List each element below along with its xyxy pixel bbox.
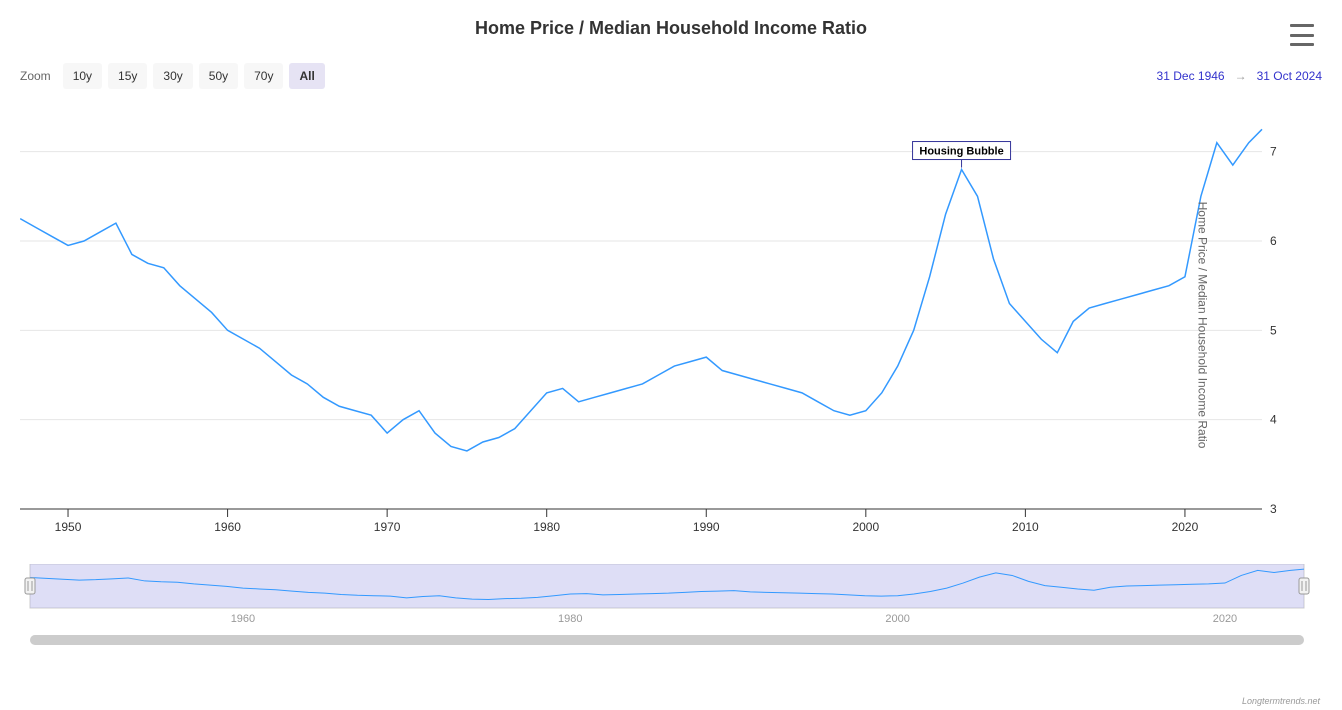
- menu-icon[interactable]: [1290, 24, 1314, 46]
- zoom-button-group: 10y15y30y 50y70yAll: [63, 63, 325, 89]
- svg-text:1980: 1980: [533, 520, 560, 534]
- svg-text:1980: 1980: [558, 613, 582, 625]
- date-from[interactable]: 31 Dec 1946: [1157, 69, 1225, 83]
- svg-text:7: 7: [1270, 145, 1277, 159]
- arrow-right-icon: →: [1235, 69, 1247, 83]
- scrollbar[interactable]: [20, 633, 1322, 652]
- toolbar: Zoom 10y15y30y 50y70yAll 31 Dec 1946 → 31…: [20, 63, 1322, 89]
- zoom-label: Zoom: [20, 69, 51, 83]
- credits-label[interactable]: Longtermtrends.net: [1242, 696, 1320, 706]
- zoom-button-10y[interactable]: 10y: [63, 63, 102, 89]
- svg-text:2010: 2010: [1012, 520, 1039, 534]
- svg-text:1970: 1970: [374, 520, 401, 534]
- chart-title: Home Price / Median Household Income Rat…: [20, 18, 1322, 39]
- svg-text:6: 6: [1270, 234, 1277, 248]
- navigator-handle-right[interactable]: [1299, 578, 1309, 594]
- navigator-area[interactable]: 1960 1980 2000 2020: [20, 564, 1322, 631]
- svg-text:2020: 2020: [1213, 613, 1237, 625]
- svg-text:2000: 2000: [852, 520, 879, 534]
- zoom-button-all[interactable]: All: [289, 63, 324, 89]
- navigator-handle-left[interactable]: [25, 578, 35, 594]
- date-range: 31 Dec 1946 → 31 Oct 2024: [1157, 69, 1322, 83]
- plot-area: 3 4 5 6 7 1950 1960 1970 1980 1990 2000 2010 2020 Hou…: [20, 97, 1322, 552]
- svg-text:1990: 1990: [693, 520, 720, 534]
- svg-text:2020: 2020: [1172, 520, 1199, 534]
- zoom-button-30y[interactable]: 30y: [153, 63, 192, 89]
- svg-text:5: 5: [1270, 323, 1277, 337]
- date-to[interactable]: 31 Oct 2024: [1257, 69, 1322, 83]
- svg-text:1950: 1950: [55, 520, 82, 534]
- svg-text:1960: 1960: [231, 613, 255, 625]
- scrollbar-track[interactable]: [20, 633, 1314, 647]
- zoom-button-50y[interactable]: 50y: [199, 63, 238, 89]
- chart-container: Home Price / Median Household Income Rat…: [0, 0, 1342, 710]
- svg-text:4: 4: [1270, 413, 1277, 427]
- zoom-button-15y[interactable]: 15y: [108, 63, 147, 89]
- svg-text:Housing Bubble: Housing Bubble: [919, 146, 1003, 158]
- svg-text:3: 3: [1270, 502, 1277, 516]
- svg-text:2000: 2000: [885, 613, 909, 625]
- svg-text:1960: 1960: [214, 520, 241, 534]
- navigator-chart[interactable]: 1960 1980 2000 2020: [20, 564, 1314, 626]
- main-chart[interactable]: 3 4 5 6 7 1950 1960 1970 1980 1990 2000 2010 2020 Hou…: [20, 97, 1322, 547]
- zoom-button-70y[interactable]: 70y: [244, 63, 283, 89]
- y-axis-title: Home Price / Median Household Income Rat…: [1196, 201, 1210, 448]
